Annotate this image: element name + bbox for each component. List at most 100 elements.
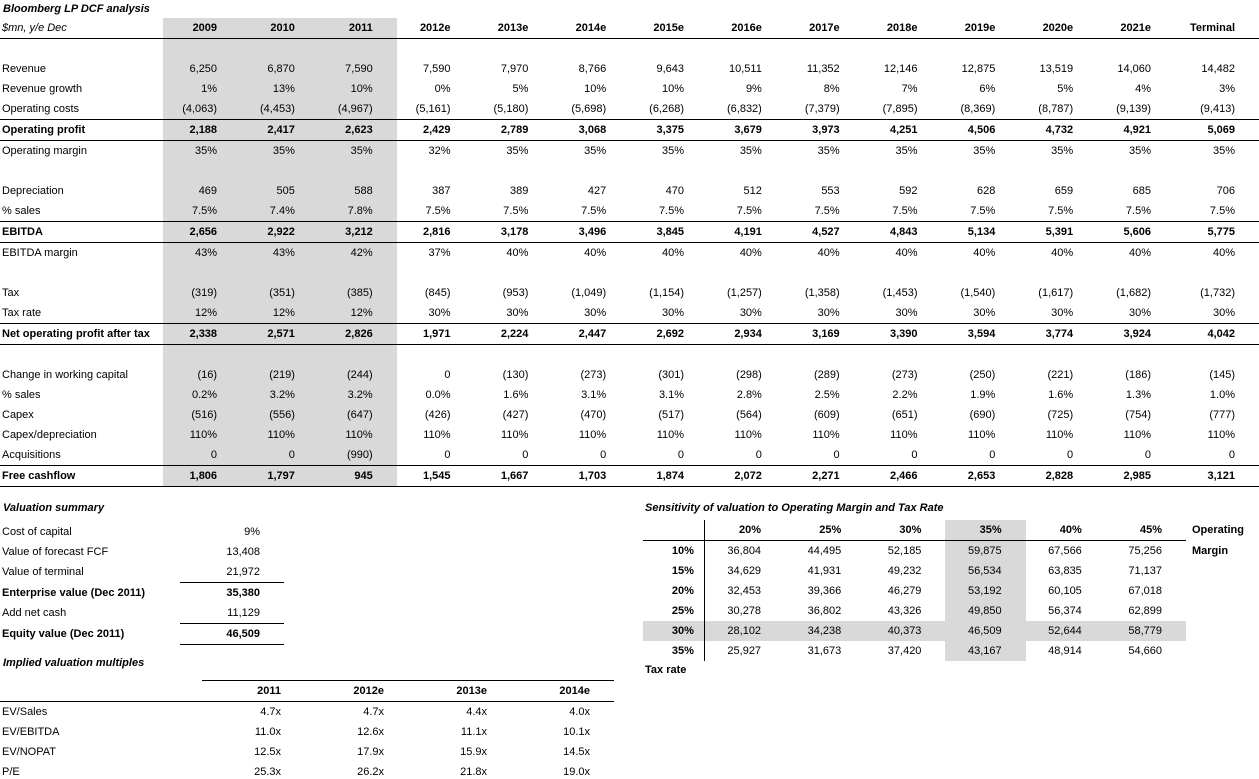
multiples-header-row: 2011 2012e 2013e 2014e <box>0 680 614 702</box>
value-cell: 7.5% <box>163 201 242 222</box>
value-cell: 110% <box>163 425 242 445</box>
valuation-summary-section: Valuation summary Cost of capital 9% Value… <box>2 502 284 645</box>
value-cell: 30% <box>1051 307 1074 319</box>
value-cell: 5,775 <box>1174 221 1259 243</box>
multiple-value: 11.0x <box>254 726 281 738</box>
value-cell: 2,656 <box>163 221 242 243</box>
value-cell: (8,787) <box>1038 103 1074 115</box>
row-label: EV/EBITDA <box>2 726 60 738</box>
value-cell: 12% <box>318 303 397 324</box>
spacer-cell <box>630 263 708 283</box>
value-cell: 2,429 <box>396 119 475 141</box>
value-cell: 2,826 <box>318 323 397 345</box>
value-cell: (1,453) <box>882 287 918 299</box>
dcf-table: $mn, y/e Dec 2009 2010 2011 2012e 2013e 2014e 2… <box>0 18 1259 487</box>
value-cell: 43% <box>241 242 319 263</box>
value-cell: (186) <box>1125 369 1151 381</box>
axis-spacer <box>1186 641 1259 661</box>
implied-multiples-table: 2011 2012e 2013e 2014e EV/Sales 4.7x 4.7x 4.4x 4… <box>0 680 614 779</box>
value-cell: 3,774 <box>1019 323 1098 345</box>
value-cell: 35% <box>318 140 397 161</box>
value-cell: 2,571 <box>241 323 319 345</box>
value-cell: 110% <box>241 425 319 445</box>
value-cell: 110% <box>578 429 607 441</box>
operating-margin-header: 45% <box>1105 520 1186 541</box>
value-cell: 35% <box>1212 145 1235 157</box>
value-cell: 11,352 <box>806 63 840 75</box>
dcf-row: Operating profit 2,188 2,417 2,623 2,429 2,78… <box>0 119 1259 141</box>
value-cell: 389 <box>510 185 529 197</box>
value-cell: (130) <box>502 369 529 381</box>
value-cell: 2,447 <box>552 323 631 345</box>
tax-rate-row-label: 10% <box>671 545 694 557</box>
value-cell: 2.2% <box>892 389 918 401</box>
year-column-header: 2018e <box>863 18 942 39</box>
value-cell: 40% <box>895 247 918 259</box>
row-label: Acquisitions <box>2 449 61 461</box>
value-cell: (6,832) <box>726 103 762 115</box>
value-cell: (647) <box>318 405 397 425</box>
sensitivity-value: 25,927 <box>703 641 786 661</box>
value-cell: (273) <box>891 369 918 381</box>
tax-rate-row-label: 30% <box>643 621 705 641</box>
row-label: Value of forecast FCF <box>2 546 109 558</box>
multiple-value: 14.5x <box>563 746 590 758</box>
sensitivity-value: 28,102 <box>703 621 786 641</box>
dcf-row: EBITDA margin 43% 43% 42% 37% 40% 40% 40% 40% 40%… <box>0 242 1259 263</box>
year-column-header: 2012e <box>305 680 408 702</box>
sensitivity-value: 32,453 <box>703 581 786 601</box>
sensitivity-value: 46,509 <box>945 621 1026 641</box>
value-cell: 13,408 <box>226 546 260 558</box>
multiple-value: 10.1x <box>563 726 590 738</box>
value-cell: (990) <box>318 445 397 466</box>
sensitivity-table: 20% 25% 30% 35% 40% 45% Operating 10% 36,804 44,4… <box>643 520 1259 661</box>
value-cell: 6,870 <box>241 59 319 79</box>
sheet-title: Bloomberg LP DCF analysis <box>3 3 150 15</box>
sensitivity-value: 43,167 <box>945 641 1026 661</box>
spacer-cell <box>397 263 475 283</box>
value-cell: (1,540) <box>960 287 996 299</box>
value-cell: (1,154) <box>649 287 685 299</box>
spacer-cell <box>0 161 163 181</box>
value-cell: 12% <box>163 303 242 324</box>
value-cell: (9,413) <box>1200 103 1235 115</box>
spacer-cell <box>1175 39 1259 60</box>
unit-label: $mn, y/e Dec <box>0 18 164 39</box>
spacer-cell <box>864 39 942 60</box>
value-cell: 7,970 <box>500 63 529 75</box>
value-cell: 2,934 <box>708 323 786 345</box>
value-cell: 706 <box>1216 185 1235 197</box>
spacer-cell <box>552 39 630 60</box>
spacer-cell <box>163 38 242 59</box>
dcf-row: Capex (516) (556) (647) (426) (427) (470) (517)… <box>0 405 1259 425</box>
value-cell: 0 <box>833 449 840 461</box>
value-cell: 30% <box>1212 307 1235 319</box>
margin-axis-label: Margin <box>1192 544 1229 557</box>
value-cell: 2,816 <box>396 221 475 243</box>
value-cell: 2,224 <box>474 323 553 345</box>
value-cell: 35% <box>973 145 996 157</box>
spacer-cell <box>942 161 1020 181</box>
dcf-row: Change in working capital (16) (219) (244) 0… <box>0 365 1259 385</box>
value-cell: 40% <box>973 247 996 259</box>
value-cell: (9,139) <box>1116 103 1151 115</box>
spacer-cell <box>475 263 553 283</box>
year-column-header: 2015e <box>630 18 709 39</box>
dcf-row: % sales 0.2% 3.2% 3.2% 0.0% 1.6% 3.1% 3.1% 2.8% 2… <box>0 385 1259 405</box>
value-cell: 2,623 <box>318 119 397 141</box>
spacer-cell <box>397 345 475 366</box>
dcf-row: Revenue growth 1% 13% 10% 0% 5% 10% 10% 9% 8% 7% 6%… <box>0 79 1259 99</box>
sensitivity-value: 44,495 <box>807 545 842 557</box>
spacer-cell <box>552 161 630 181</box>
value-cell: 945 <box>318 465 397 487</box>
value-cell: 42% <box>318 242 397 263</box>
value-cell: 685 <box>1132 185 1151 197</box>
value-cell: 2,338 <box>163 323 242 345</box>
value-cell: (5,161) <box>415 103 451 115</box>
value-cell: 2,985 <box>1097 465 1175 487</box>
year-column-header: 2013e <box>408 680 511 702</box>
spacer-cell <box>1097 345 1175 366</box>
sensitivity-row: 25% 30,278 36,802 43,326 49,850 56,374 62,899 <box>643 601 1259 621</box>
value-cell: 0 <box>444 449 451 461</box>
value-cell: 40% <box>661 247 685 259</box>
